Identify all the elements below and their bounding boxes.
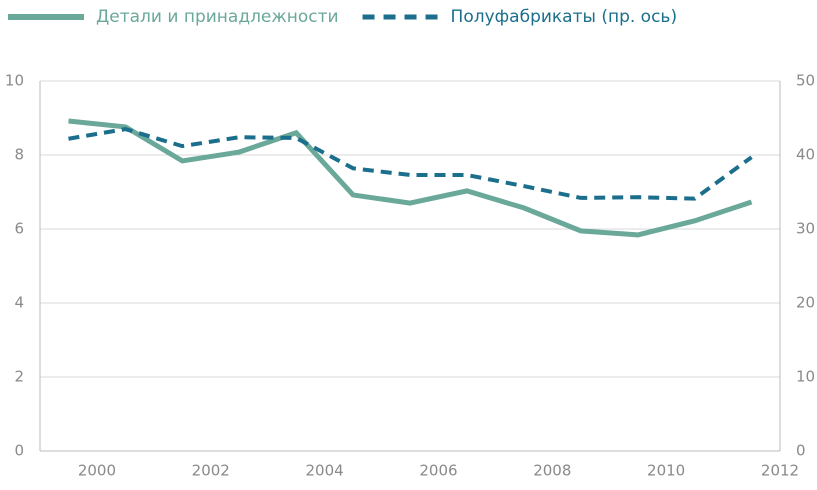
y-tick-label: 0 (14, 442, 24, 460)
y-tick-label: 4 (14, 294, 24, 312)
x-tick-label: 2010 (647, 462, 685, 480)
y-tick-label: 2 (14, 368, 24, 386)
y2-tick-label: 30 (796, 220, 815, 238)
y2-tick-label: 20 (796, 294, 815, 312)
x-tick-label: 2002 (192, 462, 230, 480)
x-tick-label: 2000 (78, 462, 116, 480)
y2-tick-label: 10 (796, 368, 815, 386)
y2-tick-label: 40 (796, 146, 815, 164)
x-tick-label: 2004 (306, 462, 344, 480)
x-tick-label: 2008 (533, 462, 571, 480)
y2-tick-label: 0 (796, 442, 806, 460)
y-tick-label: 10 (5, 72, 24, 90)
y2-tick-label: 50 (796, 72, 815, 90)
line-series (68, 127, 753, 201)
x-tick-label: 2012 (761, 462, 799, 480)
y-tick-label: 8 (14, 146, 24, 164)
y-tick-label: 6 (14, 220, 24, 238)
legend-label: Детали и принадлежности (96, 7, 339, 27)
legend-label: Полуфабрикаты (пр. ось) (451, 7, 678, 27)
x-tick-label: 2006 (419, 462, 457, 480)
line-series (68, 118, 753, 238)
